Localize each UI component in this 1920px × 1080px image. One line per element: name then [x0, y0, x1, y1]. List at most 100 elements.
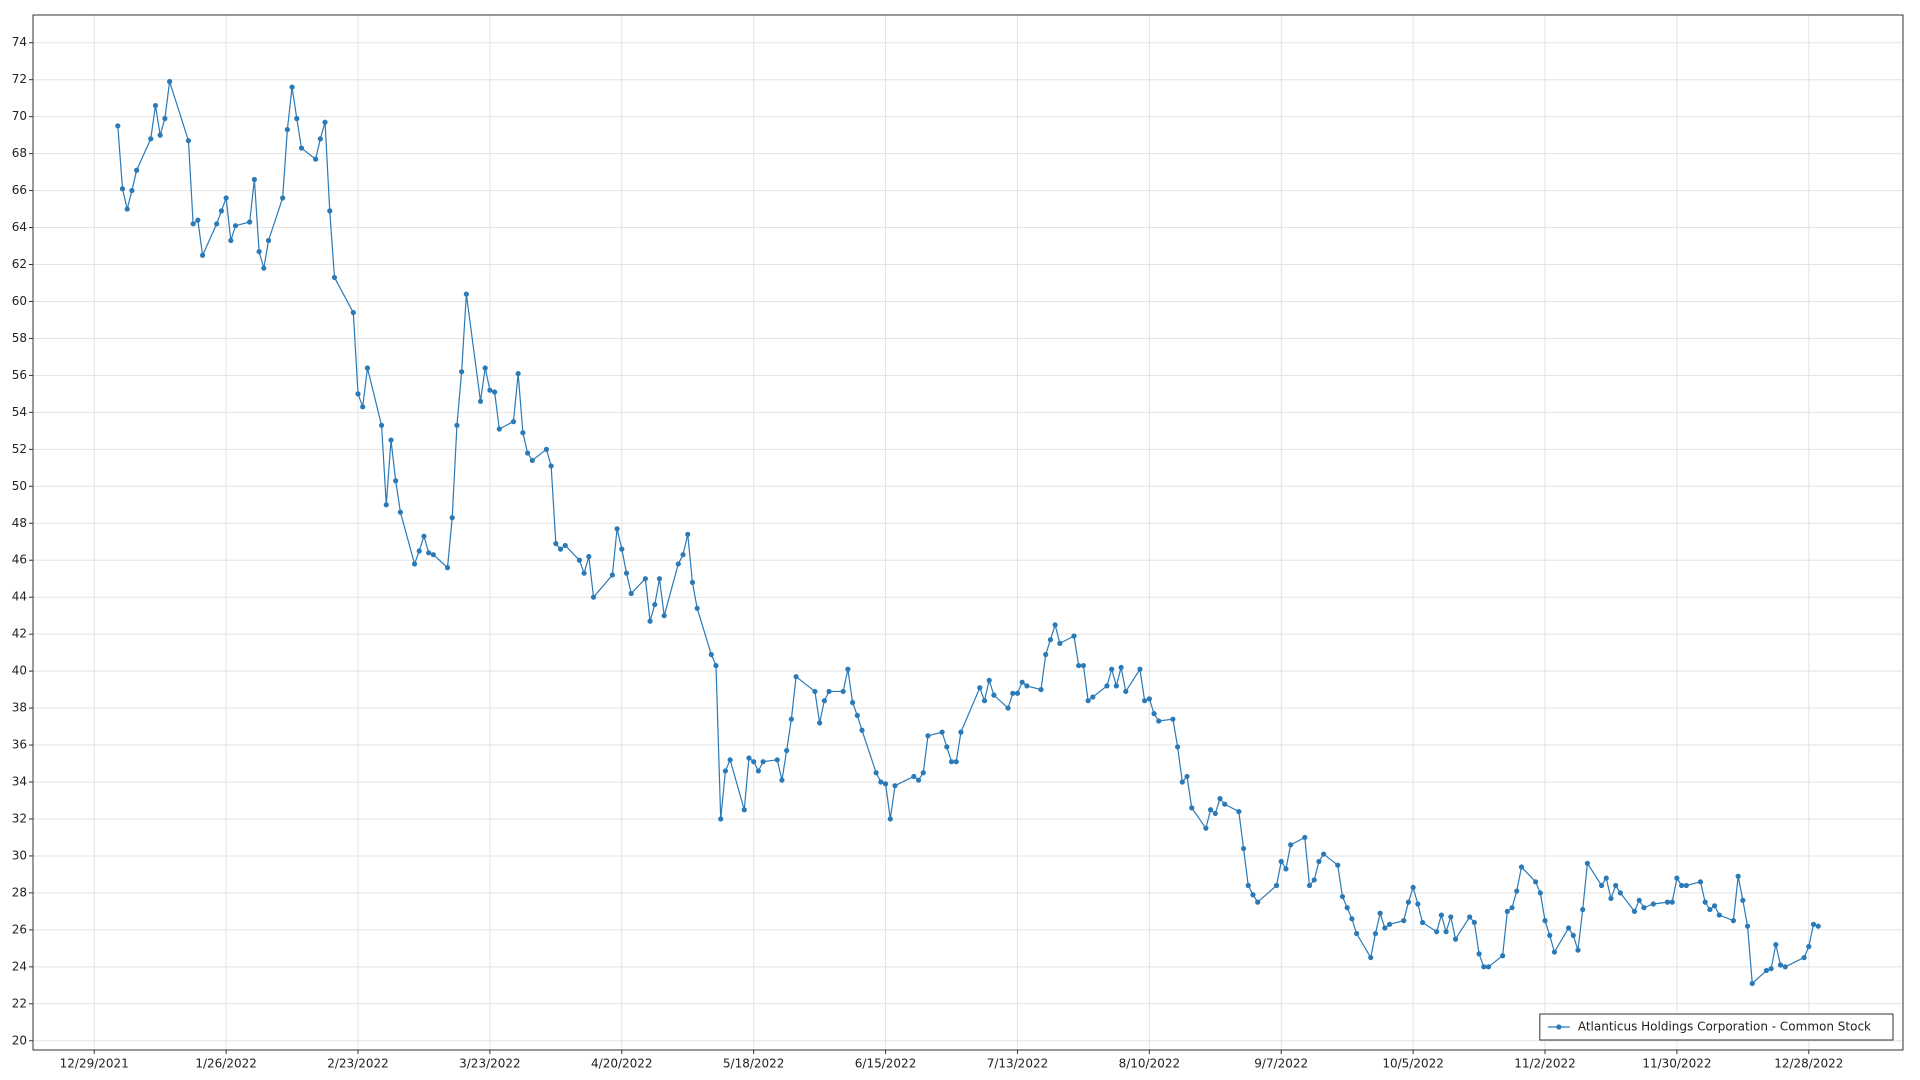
- data-point: [1344, 905, 1350, 911]
- data-point: [609, 572, 615, 578]
- y-tick-label: 62: [12, 257, 27, 271]
- data-point: [953, 759, 959, 765]
- data-point: [1730, 918, 1737, 924]
- data-point: [1467, 914, 1473, 920]
- data-point: [1222, 801, 1228, 807]
- data-point: [586, 553, 592, 560]
- data-point: [185, 138, 192, 144]
- data-point: [1321, 851, 1327, 857]
- data-point: [280, 195, 286, 201]
- data-point: [1514, 888, 1520, 894]
- legend-box: [1539, 1013, 1894, 1041]
- data-point: [496, 426, 502, 432]
- data-point: [1255, 899, 1261, 905]
- data-point: [487, 387, 493, 393]
- y-tick-label: 22: [12, 996, 27, 1010]
- data-point: [251, 176, 257, 183]
- data-point: [948, 759, 955, 765]
- data-point: [1711, 903, 1718, 909]
- data-point: [1471, 919, 1477, 926]
- data-point: [1043, 651, 1049, 658]
- data-point: [1038, 686, 1044, 693]
- data-point: [1212, 810, 1218, 817]
- data-point: [1617, 890, 1623, 896]
- data-point: [256, 248, 262, 255]
- data-point: [1142, 698, 1148, 704]
- y-tick-label: 56: [12, 368, 27, 382]
- data-point: [426, 550, 432, 556]
- data-point: [694, 605, 700, 611]
- data-point: [327, 208, 333, 214]
- data-point: [1815, 923, 1821, 929]
- data-point: [1236, 808, 1242, 815]
- data-point: [1005, 705, 1011, 711]
- data-point: [463, 291, 469, 297]
- y-tick-label: 24: [12, 959, 27, 973]
- x-tick-label: 5/18/2022: [723, 1057, 785, 1071]
- data-point: [360, 404, 366, 410]
- data-point: [1170, 716, 1176, 722]
- data-point: [1575, 947, 1581, 953]
- data-point: [1184, 773, 1190, 780]
- data-point: [515, 370, 521, 377]
- data-point: [1641, 905, 1647, 911]
- data-point: [449, 515, 455, 521]
- data-point: [685, 531, 691, 537]
- data-point: [421, 533, 427, 539]
- data-point: [817, 720, 823, 726]
- data-point: [1109, 666, 1115, 672]
- data-point: [944, 744, 950, 750]
- data-point: [1368, 954, 1374, 961]
- x-tick-label: 1/26/2022: [195, 1057, 257, 1071]
- data-point: [284, 126, 290, 133]
- data-point: [1090, 694, 1096, 700]
- plot-frame: [32, 14, 1904, 1051]
- data-point: [1443, 929, 1449, 935]
- data-point: [416, 548, 422, 554]
- data-point: [1410, 884, 1416, 890]
- x-tick-label: 12/28/2022: [1774, 1057, 1843, 1071]
- y-tick-label: 46: [12, 553, 27, 567]
- data-point: [529, 457, 535, 464]
- data-point: [261, 265, 267, 271]
- data-point: [821, 698, 827, 704]
- data-point: [1532, 879, 1539, 885]
- data-point: [760, 759, 766, 765]
- data-point: [1113, 683, 1119, 689]
- y-tick-label: 50: [12, 479, 27, 493]
- data-point: [1335, 862, 1341, 868]
- data-point: [355, 391, 361, 397]
- y-tick-label: 48: [12, 516, 27, 530]
- data-point: [397, 509, 404, 515]
- data-point: [228, 237, 234, 244]
- x-tick-label: 8/10/2022: [1119, 1057, 1181, 1071]
- data-point: [812, 688, 818, 695]
- data-point: [1740, 897, 1746, 903]
- data-point: [1415, 901, 1421, 907]
- data-point: [628, 590, 634, 597]
- y-tick-label: 30: [12, 848, 27, 862]
- data-point: [388, 437, 394, 443]
- data-point: [925, 733, 931, 739]
- data-point: [1768, 966, 1774, 972]
- data-point: [1010, 690, 1016, 696]
- x-tick-label: 4/20/2022: [591, 1057, 653, 1071]
- data-point: [1603, 875, 1609, 881]
- data-point: [619, 546, 625, 552]
- data-point: [727, 757, 733, 763]
- data-point: [1386, 921, 1393, 927]
- data-point: [1203, 825, 1209, 831]
- data-point: [656, 576, 663, 582]
- data-point: [661, 613, 667, 619]
- data-point: [1179, 779, 1185, 785]
- x-tick-label: 12/29/2021: [60, 1057, 129, 1071]
- x-tick-label: 2/23/2022: [327, 1057, 389, 1071]
- data-point: [162, 115, 168, 122]
- data-point: [1749, 980, 1755, 987]
- data-point: [920, 770, 926, 776]
- data-point: [1504, 908, 1510, 914]
- data-point: [1217, 796, 1223, 802]
- data-point: [1608, 895, 1614, 902]
- y-tick-label: 66: [12, 183, 27, 197]
